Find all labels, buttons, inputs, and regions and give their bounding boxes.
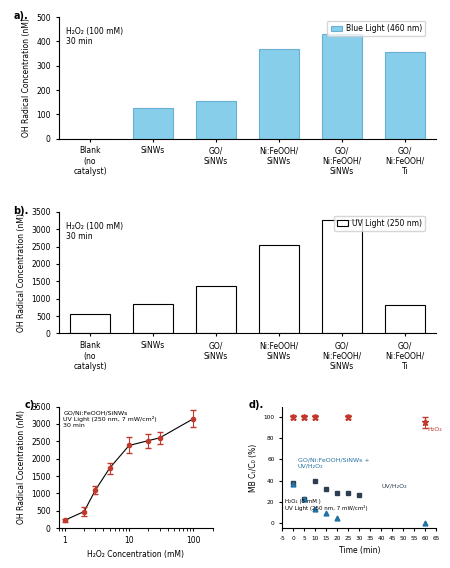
Text: GO/Ni:FeOOH/SiNWs +
UV/H₂O₂: GO/Ni:FeOOH/SiNWs + UV/H₂O₂ — [297, 457, 369, 468]
Bar — [321, 34, 362, 139]
Text: c).: c). — [25, 400, 39, 411]
X-axis label: H₂O₂ Concentration (mM): H₂O₂ Concentration (mM) — [87, 550, 184, 559]
Y-axis label: OH Radical Cocentration (nM): OH Radical Cocentration (nM) — [17, 411, 26, 524]
Bar — [321, 220, 362, 333]
Text: d).: d). — [248, 400, 264, 411]
Bar — [70, 314, 111, 333]
Text: H₂O₂ (100 mM)
30 min: H₂O₂ (100 mM) 30 min — [66, 27, 123, 46]
Text: UV/H₂O₂: UV/H₂O₂ — [382, 483, 407, 488]
Text: H₂O₂: H₂O₂ — [428, 427, 442, 432]
X-axis label: Time (min): Time (min) — [338, 546, 380, 556]
Legend: UV Light (250 nm): UV Light (250 nm) — [334, 216, 425, 231]
Text: H₂O₂ (5 mM )
UV Light (250 nm, 7 mW/cm²): H₂O₂ (5 mM ) UV Light (250 nm, 7 mW/cm²) — [285, 499, 368, 511]
Bar — [195, 286, 237, 333]
Y-axis label: OH Radical Concentration (nM): OH Radical Concentration (nM) — [17, 213, 26, 332]
Bar — [195, 101, 237, 139]
Bar — [132, 108, 173, 139]
Text: GO/Ni:FeOOH/SiNWs
UV Light (250 nm, 7 mW/cm²)
30 min: GO/Ni:FeOOH/SiNWs UV Light (250 nm, 7 mW… — [63, 410, 157, 428]
Y-axis label: OH Radical Concentration (nM): OH Radical Concentration (nM) — [22, 18, 31, 137]
Bar — [258, 49, 299, 139]
Text: a).: a). — [13, 11, 28, 21]
Bar — [258, 245, 299, 333]
Text: H₂O₂ (100 mM)
30 min: H₂O₂ (100 mM) 30 min — [66, 222, 123, 241]
Bar — [384, 52, 425, 139]
Bar — [384, 304, 425, 333]
Y-axis label: MB Cₜ/C₀ (%): MB Cₜ/C₀ (%) — [249, 443, 258, 491]
Bar — [132, 304, 173, 333]
Text: b).: b). — [13, 206, 28, 216]
Legend: Blue Light (460 nm): Blue Light (460 nm) — [328, 21, 425, 36]
